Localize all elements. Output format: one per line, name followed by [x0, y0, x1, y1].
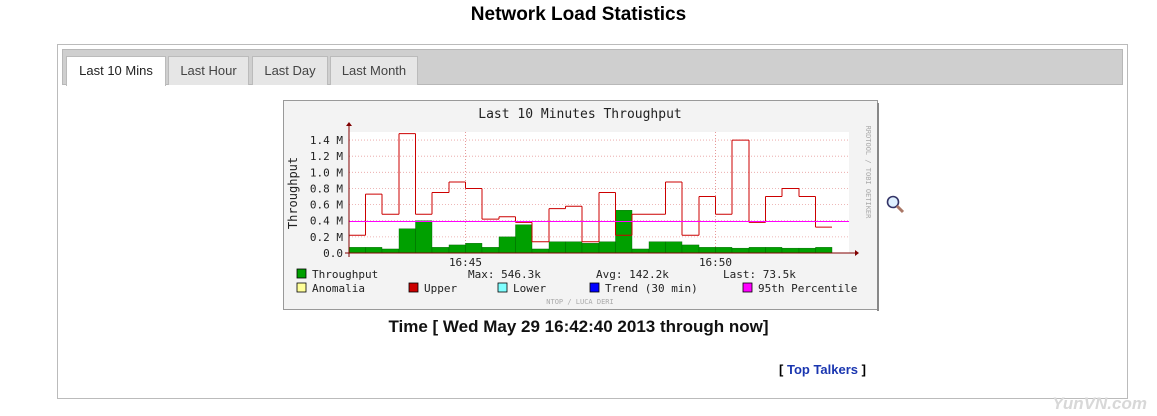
x-tick-label: 16:45: [449, 256, 482, 269]
stat: Max: 546.3k: [468, 268, 541, 281]
stat: Avg: 142.2k: [596, 268, 669, 281]
throughput-bar: [415, 220, 433, 254]
legend-swatch: [742, 282, 753, 293]
throughput-bar: [648, 241, 666, 254]
y-tick-label: 0.6 M: [310, 199, 343, 212]
y-tick-label: 0.0: [323, 247, 343, 260]
graph: Last 10 Minutes Throughput Throughput RR…: [283, 100, 879, 311]
y-tick-label: 0.8 M: [310, 182, 343, 195]
throughput-bar: [481, 247, 500, 254]
throughput-bar: [348, 247, 366, 254]
throughput-bar: [565, 241, 583, 254]
throughput-bar: [498, 236, 516, 254]
y-axis-arrow: [346, 122, 352, 126]
y-tick-label: 1.0 M: [310, 166, 343, 179]
x-axis-arrow: [855, 250, 859, 256]
bracket: ]: [861, 362, 866, 377]
throughput-bar: [465, 243, 483, 254]
top-talkers-link[interactable]: Top Talkers: [786, 362, 859, 377]
throughput-bar: [598, 241, 616, 254]
credit: RRDTOOL / TOBI OETIKER: [864, 126, 872, 220]
legend-label: 95th Percentile: [758, 282, 857, 295]
time-range: Time [ Wed May 29 16:42:40 2013 through …: [388, 317, 769, 336]
y-tick-label: 0.2 M: [310, 231, 343, 244]
throughput-bar: [365, 247, 383, 254]
tab[interactable]: Last Hour: [168, 56, 249, 85]
throughput-bar: [381, 248, 400, 254]
throughput-bar: [531, 248, 550, 254]
y-tick-label: 0.4 M: [310, 215, 343, 228]
throughput-bar: [548, 241, 566, 254]
throughput-bar: [581, 243, 600, 254]
watermark: YunVN.com: [1052, 394, 1147, 413]
throughput-bar: [615, 210, 633, 254]
legend-label: Upper: [424, 282, 457, 295]
graph-title: Last 10 Minutes Throughput: [478, 107, 682, 122]
tab[interactable]: Last 10 Mins: [66, 56, 166, 86]
legend-label: Anomalia: [312, 282, 365, 295]
throughput-bar: [631, 248, 650, 254]
legend-label: Lower: [513, 282, 546, 295]
throughput-bar: [765, 247, 783, 254]
tab[interactable]: Last Day: [252, 56, 328, 85]
credit: NTOP / LUCA DERI: [546, 298, 613, 306]
throughput-bar: [681, 244, 700, 254]
top-talkers: [ Top Talkers ]: [779, 362, 866, 377]
throughput-bar: [748, 247, 766, 254]
throughput-bar: [698, 247, 716, 254]
throughput-bar: [798, 247, 816, 254]
throughput-bar: [431, 247, 450, 254]
zoom-icon[interactable]: [885, 194, 905, 214]
legend-label: Throughput: [312, 268, 378, 281]
page-title: Network Load Statistics: [470, 4, 687, 25]
y-tick-label: 1.4 M: [310, 134, 343, 147]
legend-swatch: [296, 268, 307, 279]
legend-swatch: [408, 282, 419, 293]
throughput-bar: [398, 228, 416, 254]
y-axis-label: Throughput: [286, 157, 300, 229]
throughput-bar: [781, 247, 800, 254]
tab[interactable]: Last Month: [330, 56, 418, 85]
throughput-bar: [665, 241, 683, 254]
throughput-bar: [515, 224, 533, 254]
y-tick-label: 1.2 M: [310, 150, 343, 163]
x-tick-label: 16:50: [699, 256, 732, 269]
legend-label: Trend (30 min): [605, 282, 698, 295]
tab-bar: Last 10 Mins Last Hour Last Day Last Mon…: [62, 49, 1123, 86]
legend-swatch: [296, 282, 307, 293]
bracket: [: [779, 362, 784, 377]
panel: Last 10 Mins Last Hour Last Day Last Mon…: [57, 44, 1128, 399]
legend-swatch: [497, 282, 508, 293]
throughput-bar: [731, 247, 750, 254]
stat: Last: 73.5k: [723, 268, 796, 281]
graph-shadow: [877, 103, 879, 311]
throughput-bar: [715, 247, 733, 254]
throughput-bar: [815, 247, 833, 254]
throughput-bar: [448, 244, 466, 254]
legend-swatch: [589, 282, 600, 293]
